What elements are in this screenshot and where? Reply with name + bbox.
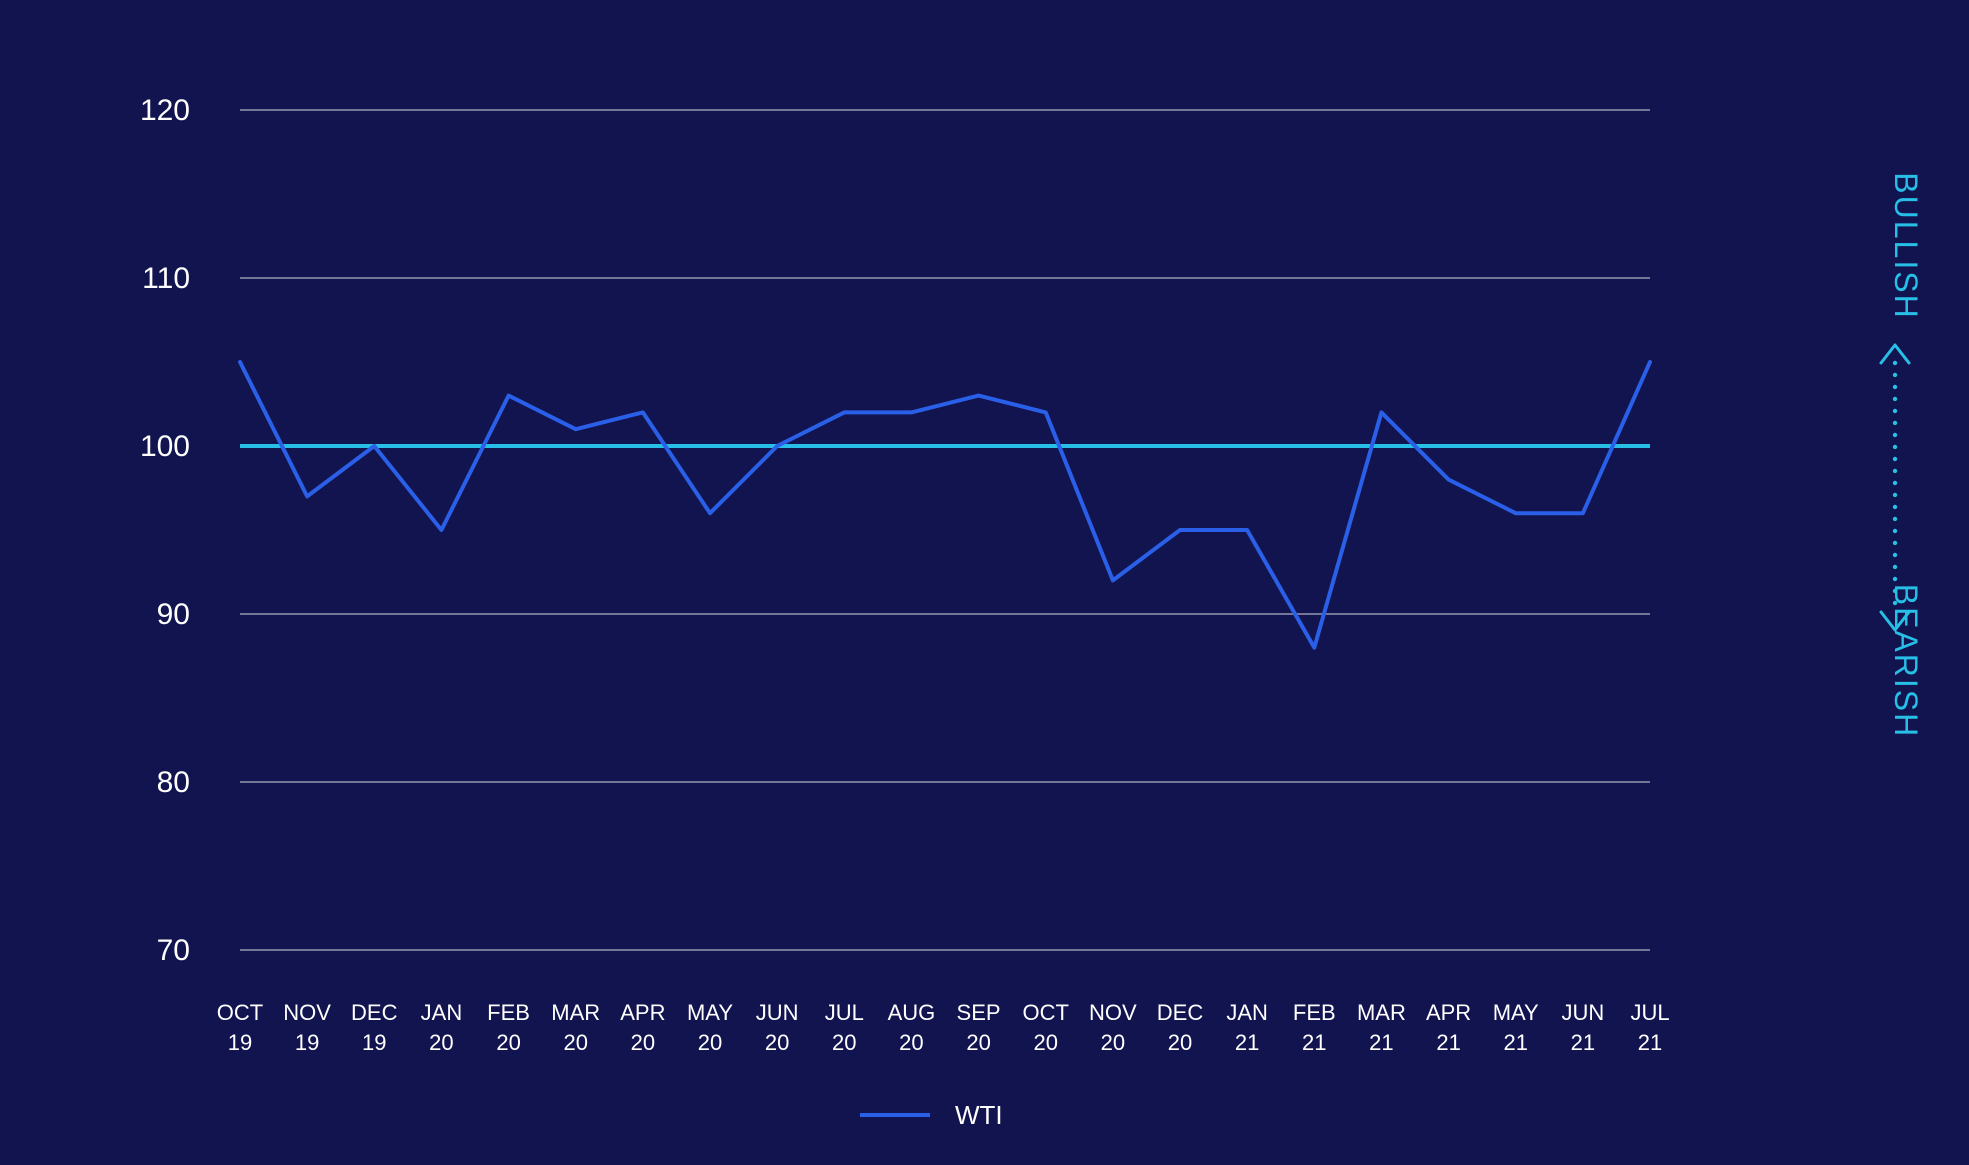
x-axis-month: SEP [957,1000,1001,1025]
y-axis-label: 90 [157,598,190,631]
x-axis-year: 20 [631,1030,655,1055]
x-axis-year: 19 [295,1030,319,1055]
x-axis-year: 20 [1101,1030,1125,1055]
x-axis-month: APR [620,1000,665,1025]
x-axis-year: 21 [1369,1030,1393,1055]
x-axis-month: JUL [825,1000,864,1025]
bullish-label: BULLISH [1888,172,1924,319]
x-axis-month: AUG [888,1000,936,1025]
x-axis-year: 20 [966,1030,990,1055]
x-axis-year: 20 [765,1030,789,1055]
y-axis-label: 80 [157,766,190,799]
x-axis-month: OCT [217,1000,263,1025]
x-axis-month: APR [1426,1000,1471,1025]
x-axis-year: 20 [832,1030,856,1055]
x-axis-month: NOV [283,1000,331,1025]
x-axis-year: 20 [563,1030,587,1055]
x-axis-month: JAN [421,1000,463,1025]
y-axis-label: 70 [157,934,190,967]
chart-svg: 70 80 90 100 110 120 OCT 19 NOV 19 DEC 19 JAN 20 FEB 20… [0,0,1969,1165]
x-axis-month: FEB [487,1000,530,1025]
x-axis-year: 21 [1503,1030,1527,1055]
x-axis-year: 19 [228,1030,252,1055]
x-axis-year: 21 [1436,1030,1460,1055]
bearish-label: BEARISH [1888,584,1924,738]
x-axis-year: 21 [1235,1030,1259,1055]
x-axis-year: 20 [1033,1030,1057,1055]
x-axis-month: OCT [1022,1000,1068,1025]
x-axis-year: 20 [429,1030,453,1055]
wti-sentiment-chart: 70 80 90 100 110 120 OCT 19 NOV 19 DEC 19 JAN 20 FEB 20… [0,0,1969,1165]
x-axis-year: 20 [698,1030,722,1055]
y-axis-label: 100 [140,430,190,463]
x-axis-year: 19 [362,1030,386,1055]
x-axis-month: DEC [1157,1000,1204,1025]
x-axis-month: DEC [351,1000,398,1025]
x-axis-month: MAY [1493,1000,1539,1025]
x-axis-year: 20 [496,1030,520,1055]
x-axis-month: JUN [756,1000,799,1025]
x-axis-year: 21 [1638,1030,1662,1055]
x-axis-month: JAN [1226,1000,1268,1025]
y-axis-label: 110 [142,262,190,295]
x-axis-month: MAR [1357,1000,1406,1025]
x-axis-month: MAY [687,1000,733,1025]
x-axis-year: 20 [899,1030,923,1055]
x-axis-month: NOV [1089,1000,1137,1025]
y-axis-label: 120 [140,94,190,127]
x-axis-year: 21 [1571,1030,1595,1055]
x-axis-month: JUL [1630,1000,1669,1025]
x-axis-year: 20 [1168,1030,1192,1055]
x-axis-month: JUN [1561,1000,1604,1025]
x-axis-month: MAR [551,1000,600,1025]
x-axis-month: FEB [1293,1000,1336,1025]
chart-background [0,0,1969,1165]
x-axis-year: 21 [1302,1030,1326,1055]
legend-label: WTI [955,1100,1003,1130]
indicator-dotted-line [1893,361,1897,605]
